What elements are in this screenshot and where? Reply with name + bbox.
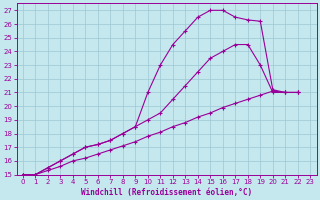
X-axis label: Windchill (Refroidissement éolien,°C): Windchill (Refroidissement éolien,°C)	[81, 188, 252, 197]
